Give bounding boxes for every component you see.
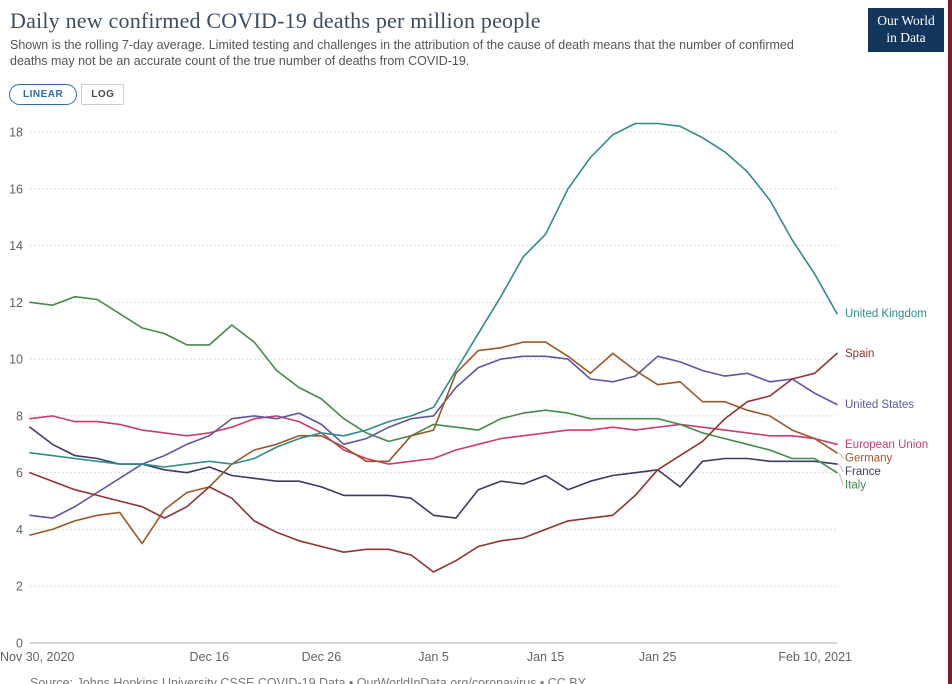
- y-tick-label-0: 0: [16, 637, 23, 651]
- x-tick-label-jan-15: Jan 15: [527, 650, 565, 664]
- x-tick-label-jan-25: Jan 25: [639, 650, 677, 664]
- x-tick-label-dec-16: Dec 16: [190, 650, 230, 664]
- y-tick-label-18: 18: [9, 126, 23, 140]
- label-connector-germany: [838, 452, 845, 459]
- y-tick-label-16: 16: [9, 182, 23, 196]
- window-right-border: [948, 0, 952, 684]
- source-note: Source: Johns Hopkins University CSSE CO…: [30, 676, 586, 684]
- y-tick-label-12: 12: [9, 296, 23, 310]
- owid-logo-line1: Our World: [877, 13, 935, 28]
- series-label-germany[interactable]: Germany: [845, 452, 893, 464]
- chart-subtitle: Shown is the rolling 7-day average. Limi…: [10, 38, 794, 68]
- x-tick-label-nov-30-2020: Nov 30, 2020: [0, 650, 74, 664]
- x-tick-label-dec-26: Dec 26: [302, 650, 342, 664]
- label-connector-france: [838, 463, 844, 472]
- series-line-spain[interactable]: [29, 352, 838, 573]
- series-label-european-union[interactable]: European Union: [845, 439, 928, 451]
- series-line-united-kingdom[interactable]: [29, 122, 838, 468]
- y-tick-label-8: 8: [16, 409, 23, 423]
- x-tick-label-jan-5: Jan 5: [418, 650, 449, 664]
- scale-toggle-group: LINEAR LOG: [9, 84, 125, 105]
- series-line-european-union[interactable]: [29, 415, 838, 465]
- series-line-united-states[interactable]: [29, 355, 838, 519]
- series-line-italy[interactable]: [29, 295, 838, 474]
- y-tick-label-4: 4: [16, 523, 23, 537]
- y-tick-label-10: 10: [9, 353, 23, 367]
- series-label-united-states[interactable]: United States: [845, 399, 914, 411]
- y-tick-label-14: 14: [9, 239, 23, 253]
- x-tick-label-feb-10-2021: Feb 10, 2021: [778, 650, 852, 664]
- log-scale-button[interactable]: LOG: [81, 84, 125, 105]
- series-line-germany[interactable]: [29, 341, 838, 545]
- series-label-italy[interactable]: Italy: [845, 479, 866, 491]
- series-label-spain[interactable]: Spain: [845, 348, 874, 360]
- owid-logo-line2: in Data: [886, 30, 926, 45]
- chart-title: Daily new confirmed COVID-19 deaths per …: [10, 8, 541, 33]
- series-line-france[interactable]: [29, 426, 838, 519]
- series-label-france[interactable]: France: [845, 466, 881, 478]
- label-connector-italy: [838, 472, 844, 486]
- linear-scale-button[interactable]: LINEAR: [9, 84, 78, 105]
- series-label-united-kingdom[interactable]: United Kingdom: [845, 308, 927, 320]
- owid-logo[interactable]: Our World in Data: [868, 8, 944, 52]
- y-tick-label-6: 6: [16, 466, 23, 480]
- y-tick-label-2: 2: [16, 580, 23, 594]
